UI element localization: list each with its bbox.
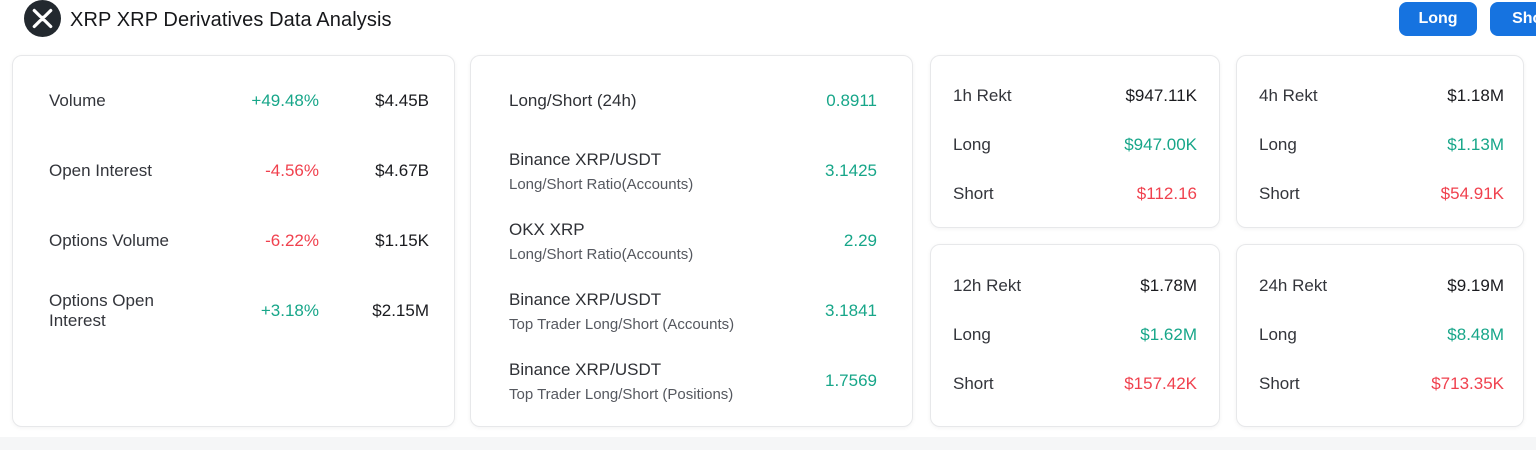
rekt-card-1h: 1h Rekt $947.11K Long $947.00K Short $11… <box>930 55 1220 228</box>
ratio-labels: Binance XRP/USDT Top Trader Long/Short (… <box>509 360 733 403</box>
xrp-logo-icon <box>24 0 61 37</box>
next-section-background <box>0 437 1536 450</box>
ratio-sublabel: Top Trader Long/Short (Positions) <box>509 385 734 403</box>
stat-label: Options Open Interest <box>49 291 154 330</box>
rekt-long-label: Long <box>953 324 991 344</box>
stat-row-volume: Volume +49.48% $4.45B <box>49 66 429 136</box>
ratio-label: OKX XRP <box>509 219 585 239</box>
rekt-total-value: $9.19M <box>1447 275 1504 295</box>
ratio-row-top-trader-accounts: Binance XRP/USDT Top Trader Long/Short (… <box>509 276 877 346</box>
rekt-card-4h: 4h Rekt $1.18M Long $1.13M Short $54.91K <box>1236 55 1524 228</box>
rekt-title-row: 4h Rekt $1.18M <box>1259 71 1504 120</box>
ratio-label: Binance XRP/USDT <box>509 359 662 379</box>
rekt-total-value: $947.11K <box>1125 85 1197 105</box>
rekt-short-row: Short $112.16 <box>953 169 1197 218</box>
ratio-labels: Binance XRP/USDT Long/Short Ratio(Accoun… <box>509 150 693 193</box>
ratio-value: 3.1841 <box>825 301 877 320</box>
ratio-row-okx-accounts: OKX XRP Long/Short Ratio(Accounts) 2.29 <box>509 206 877 276</box>
ratio-label: Binance XRP/USDT <box>509 149 662 169</box>
stat-value: $2.15M <box>372 301 429 320</box>
rekt-short-label: Short <box>1259 183 1300 203</box>
page-title: XRP XRP Derivatives Data Analysis <box>70 9 392 31</box>
rekt-long-value: $1.13M <box>1447 134 1504 154</box>
stats-card: Volume +49.48% $4.45B Open Interest -4.5… <box>12 55 455 427</box>
stat-value: $4.45B <box>375 91 429 110</box>
short-button[interactable]: Short <box>1490 2 1536 36</box>
rekt-title-row: 12h Rekt $1.78M <box>953 261 1197 310</box>
stat-label: Open Interest <box>49 161 153 180</box>
rekt-long-value: $1.62M <box>1140 324 1197 344</box>
stat-row-options-open-interest: Options Open Interest +3.18% $2.15M <box>49 276 429 346</box>
stat-value: $4.67B <box>375 161 429 180</box>
rekt-long-label: Long <box>1259 134 1297 154</box>
rekt-long-row: Long $1.62M <box>953 310 1197 359</box>
rekt-short-value: $112.16 <box>1136 183 1197 203</box>
stat-change: -6.22% <box>265 231 319 250</box>
ratio-labels: OKX XRP Long/Short Ratio(Accounts) <box>509 220 693 263</box>
stat-change: +3.18% <box>260 301 319 320</box>
rekt-title: 12h Rekt <box>953 275 1022 295</box>
rekt-short-label: Short <box>1259 373 1300 393</box>
rekt-title-row: 24h Rekt $9.19M <box>1259 261 1504 310</box>
rekt-title: 4h Rekt <box>1259 85 1318 105</box>
long-button[interactable]: Long <box>1399 2 1477 36</box>
rekt-long-row: Long $1.13M <box>1259 120 1504 169</box>
ratio-sublabel: Long/Short Ratio(Accounts) <box>509 175 694 193</box>
rekt-short-value: $713.35K <box>1431 373 1504 393</box>
ratio-labels: Long/Short (24h) <box>509 91 637 111</box>
ratio-value: 1.7569 <box>825 371 877 390</box>
ratio-label: Binance XRP/USDT <box>509 289 662 309</box>
ratio-row-top-trader-positions: Binance XRP/USDT Top Trader Long/Short (… <box>509 346 877 416</box>
rekt-total-value: $1.18M <box>1447 85 1504 105</box>
ratio-labels: Binance XRP/USDT Top Trader Long/Short (… <box>509 290 734 333</box>
rekt-title: 1h Rekt <box>953 85 1012 105</box>
stat-value: $1.15K <box>375 231 429 250</box>
long-short-ratio-card: Long/Short (24h) 0.8911 Binance XRP/USDT… <box>470 55 913 427</box>
rekt-short-row: Short $54.91K <box>1259 169 1504 218</box>
rekt-short-label: Short <box>953 183 994 203</box>
rekt-card-24h: 24h Rekt $9.19M Long $8.48M Short $713.3… <box>1236 244 1524 427</box>
rekt-long-value: $8.48M <box>1447 324 1504 344</box>
rekt-short-label: Short <box>953 373 994 393</box>
header: XRP XRP Derivatives Data Analysis Long S… <box>0 0 1536 45</box>
rekt-long-label: Long <box>953 134 991 154</box>
rekt-short-row: Short $713.35K <box>1259 359 1504 408</box>
ratio-sublabel: Long/Short Ratio(Accounts) <box>509 245 694 263</box>
ratio-sublabel: Top Trader Long/Short (Accounts) <box>509 315 735 333</box>
stat-label: Options Volume <box>49 231 170 250</box>
ratio-value: 3.1425 <box>825 161 877 180</box>
rekt-short-value: $54.91K <box>1440 183 1504 203</box>
rekt-short-value: $157.42K <box>1124 373 1197 393</box>
rekt-long-label: Long <box>1259 324 1297 344</box>
ratio-value: 2.29 <box>843 231 877 250</box>
stat-row-open-interest: Open Interest -4.56% $4.67B <box>49 136 429 206</box>
rekt-card-12h: 12h Rekt $1.78M Long $1.62M Short $157.4… <box>930 244 1220 427</box>
rekt-long-row: Long $947.00K <box>953 120 1197 169</box>
stat-change: -4.56% <box>265 161 319 180</box>
ratio-row-binance-accounts: Binance XRP/USDT Long/Short Ratio(Accoun… <box>509 136 877 206</box>
stat-row-options-volume: Options Volume -6.22% $1.15K <box>49 206 429 276</box>
rekt-total-value: $1.78M <box>1140 275 1197 295</box>
rekt-long-value: $947.00K <box>1124 134 1197 154</box>
rekt-short-row: Short $157.42K <box>953 359 1197 408</box>
stat-label: Volume <box>49 91 106 110</box>
ratio-row-24h: Long/Short (24h) 0.8911 <box>509 66 877 136</box>
rekt-title-row: 1h Rekt $947.11K <box>953 71 1197 120</box>
ratio-value: 0.8911 <box>826 91 877 110</box>
ratio-label: Long/Short (24h) <box>509 91 637 110</box>
rekt-title: 24h Rekt <box>1259 275 1328 295</box>
rekt-long-row: Long $8.48M <box>1259 310 1504 359</box>
stat-change: +49.48% <box>251 91 319 110</box>
